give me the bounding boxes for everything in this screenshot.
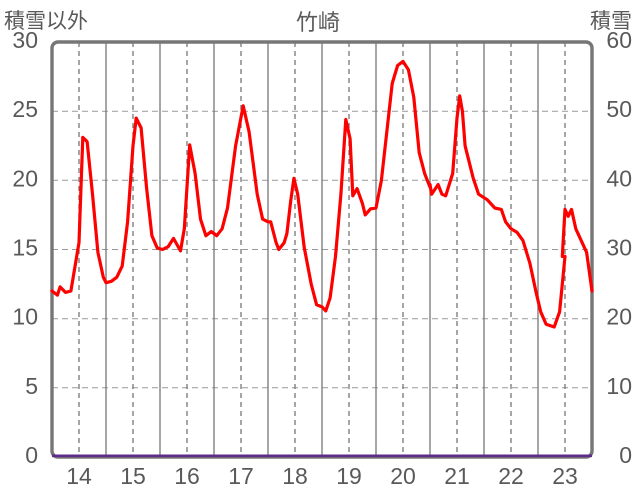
svg-text:15: 15 [120,463,146,489]
svg-text:40: 40 [606,165,632,191]
svg-text:25: 25 [12,96,38,122]
svg-text:14: 14 [66,463,92,489]
svg-text:21: 21 [444,463,470,489]
svg-text:30: 30 [12,27,38,53]
svg-text:18: 18 [282,463,308,489]
svg-text:19: 19 [336,463,362,489]
svg-text:22: 22 [498,463,524,489]
svg-text:5: 5 [25,373,38,399]
svg-text:10: 10 [12,304,38,330]
svg-text:10: 10 [606,373,632,399]
svg-text:20: 20 [606,304,632,330]
svg-text:23: 23 [552,463,578,489]
svg-text:0: 0 [25,442,38,468]
svg-text:50: 50 [606,96,632,122]
svg-text:20: 20 [390,463,416,489]
svg-text:30: 30 [606,235,632,261]
svg-text:60: 60 [606,27,632,53]
svg-text:20: 20 [12,165,38,191]
svg-text:0: 0 [619,442,632,468]
svg-text:15: 15 [12,235,38,261]
svg-text:16: 16 [174,463,200,489]
svg-text:17: 17 [228,463,254,489]
